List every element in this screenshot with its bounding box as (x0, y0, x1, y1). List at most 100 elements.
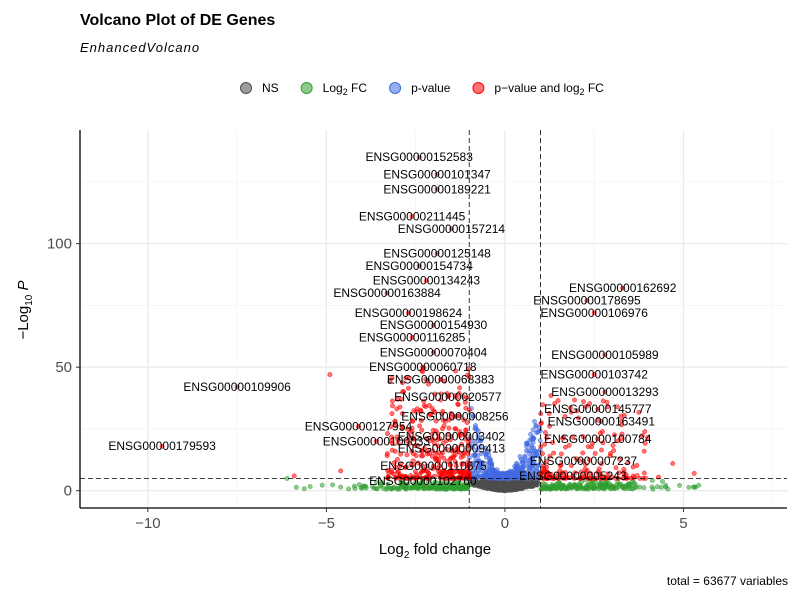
point (649, 477, 655, 483)
point (630, 464, 636, 470)
point (440, 450, 446, 456)
point (374, 479, 379, 485)
legend-label: NS (262, 81, 279, 95)
point (637, 484, 643, 490)
point (437, 484, 443, 490)
point (614, 404, 620, 410)
point (470, 413, 476, 419)
legend-swatch (389, 82, 402, 94)
point (548, 393, 554, 399)
point (483, 452, 489, 458)
point (401, 389, 407, 395)
gene-label: ENSG00000070404 (380, 345, 488, 359)
point (436, 456, 442, 462)
point (408, 473, 414, 479)
point (600, 440, 606, 446)
point (463, 405, 469, 411)
point (603, 484, 609, 490)
point (402, 485, 408, 491)
point (439, 411, 445, 417)
point (419, 462, 425, 468)
point (583, 403, 589, 409)
point (413, 453, 419, 459)
gene-label: ENSG00000116285 (359, 331, 466, 345)
gene-label: ENSG00000152583 (365, 150, 473, 164)
point (435, 443, 441, 449)
point (420, 453, 426, 459)
labeled-point (448, 446, 454, 452)
legend-label: p−value and log2 FC (494, 81, 604, 97)
point (533, 423, 539, 429)
point (645, 435, 650, 441)
point (422, 446, 427, 451)
point (575, 415, 581, 421)
point (547, 423, 553, 429)
point (477, 444, 483, 450)
point (613, 465, 619, 471)
point (433, 451, 439, 457)
y-axis-label: −Log10 P (15, 280, 35, 339)
point (407, 429, 413, 435)
point (608, 450, 614, 456)
point (588, 471, 594, 477)
point (665, 486, 671, 492)
point (394, 406, 400, 412)
y-tick-label: 0 (64, 483, 72, 500)
point (395, 440, 401, 446)
labeled-point (431, 463, 436, 469)
point (411, 436, 417, 442)
point (642, 440, 648, 446)
point (566, 442, 572, 448)
x-tick-label: −10 (135, 515, 160, 532)
point (389, 398, 395, 404)
point (660, 478, 665, 484)
point (346, 486, 352, 492)
point (389, 470, 395, 475)
point (580, 434, 586, 440)
point (391, 460, 397, 466)
point (557, 468, 563, 473)
point (414, 480, 420, 486)
point (654, 484, 660, 490)
point (616, 456, 622, 462)
point (404, 438, 410, 444)
point (453, 463, 459, 469)
gene-label: ENSG00000101347 (383, 168, 491, 182)
point (529, 445, 534, 451)
gene-label: ENSG00000198624 (355, 306, 463, 320)
point (399, 426, 405, 432)
legend-label: Log2 FC (323, 81, 368, 97)
labeled-point (409, 335, 415, 340)
point (530, 480, 536, 486)
point (462, 485, 467, 491)
point (470, 445, 476, 450)
point (405, 385, 411, 391)
point (448, 468, 453, 474)
x-tick-label: 0 (501, 515, 509, 532)
point (452, 459, 458, 465)
point (398, 482, 403, 487)
point (399, 411, 405, 416)
point (407, 485, 413, 491)
legend-swatch (300, 82, 313, 94)
point (388, 424, 394, 430)
point (557, 463, 563, 469)
point (444, 446, 449, 452)
point (550, 440, 556, 446)
point (301, 486, 307, 492)
point (417, 423, 423, 429)
point (595, 469, 601, 475)
labeled-point (581, 458, 586, 464)
gene-label: ENSG00000189221 (383, 182, 491, 196)
point (546, 410, 552, 416)
point (358, 485, 364, 491)
gene-label: ENSG00000157214 (398, 222, 506, 236)
point (451, 453, 457, 459)
point (578, 469, 584, 475)
point (459, 441, 465, 447)
point (424, 484, 430, 490)
labeled-point (409, 214, 415, 219)
point (527, 450, 532, 456)
point (409, 417, 415, 423)
